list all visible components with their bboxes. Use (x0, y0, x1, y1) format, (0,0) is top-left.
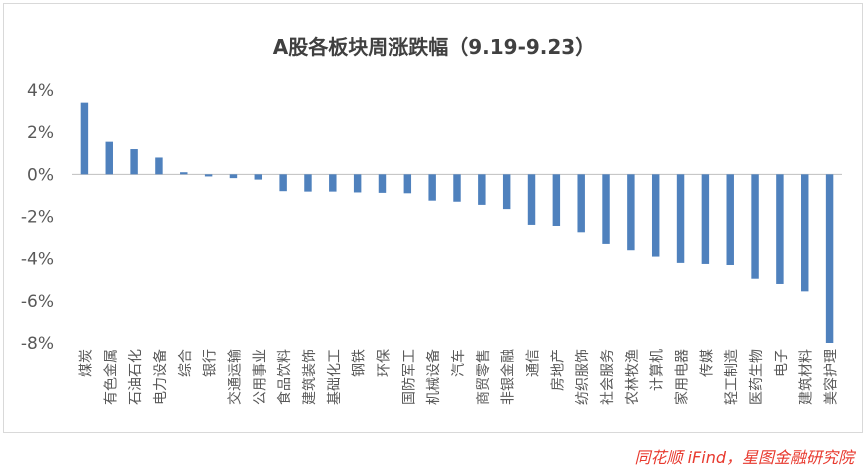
x-tick-label: 医药生物 (749, 349, 765, 405)
chart-frame: A股各板块周涨跌幅（9.19-9.23） 4% 2% 0% -2% -4% -6% -8% … (3, 3, 863, 433)
bar-商贸零售 (478, 174, 486, 205)
x-tick-label: 有色金属 (102, 349, 119, 405)
bar-chart: A股各板块周涨跌幅（9.19-9.23） 4%2%0%-2%-4%-6%-8% … (21, 35, 842, 405)
x-tick-label: 轻工制造 (724, 349, 740, 405)
x-tick-label: 通信 (526, 349, 542, 377)
bar-基础化工 (329, 174, 337, 192)
bar-公用事业 (254, 174, 263, 180)
x-tick-label: 建筑装饰 (302, 349, 318, 405)
bar-国防军工 (403, 174, 412, 194)
x-tick-label: 食品饮料 (276, 349, 293, 405)
bar-通信 (527, 174, 536, 225)
x-tick-label: 社会服务 (600, 349, 616, 405)
bar-社会服务 (602, 174, 610, 244)
bar-电子 (776, 174, 784, 284)
x-tick-label: 煤炭 (78, 349, 94, 377)
bar-纺织服饰 (577, 174, 585, 233)
y-tick-label: -6% (21, 292, 54, 312)
bar-建筑材料 (801, 174, 809, 292)
y-tick-label: -4% (21, 250, 54, 270)
x-tick-label: 钢铁 (352, 349, 368, 377)
x-tick-label: 建筑材料 (799, 349, 815, 405)
x-tick-label: 国防军工 (401, 349, 417, 405)
x-tick-label: 美容护理 (823, 349, 840, 405)
y-tick-label: 0% (27, 165, 54, 185)
bar-农林牧渔 (627, 174, 635, 251)
bar-轻工制造 (726, 174, 734, 265)
x-tick-label: 电力设备 (152, 349, 169, 405)
bar-家用电器 (676, 174, 685, 263)
x-tick-label: 房地产 (550, 349, 566, 391)
x-tick-label: 计算机 (650, 349, 666, 391)
bar-综合 (180, 172, 188, 175)
bar-电力设备 (155, 157, 163, 175)
bar-医药生物 (751, 174, 759, 279)
x-tick-label: 基础化工 (326, 349, 343, 405)
bars (80, 102, 834, 343)
x-tick-label: 纺织服饰 (575, 349, 591, 405)
y-tick-label: -8% (21, 334, 54, 354)
bar-机械设备 (428, 174, 436, 201)
x-tick-label: 电子 (774, 349, 790, 377)
x-tick-label: 环保 (376, 349, 392, 377)
x-tick-label: 银行 (203, 349, 219, 377)
y-tick-label: 4% (27, 81, 54, 101)
bar-建筑装饰 (304, 174, 312, 192)
bar-煤炭 (80, 102, 89, 175)
x-tick-label: 机械设备 (425, 349, 442, 405)
source-note: 同花顺 iFind，星图金融研究院 (634, 448, 854, 467)
x-tick-label: 综合 (178, 349, 194, 377)
bar-非银金融 (502, 174, 511, 210)
bar-食品饮料 (279, 174, 287, 192)
x-tick-label: 交通运输 (226, 349, 243, 405)
bar-有色金属 (105, 141, 113, 175)
y-tick-label: 2% (27, 123, 54, 143)
bar-环保 (378, 174, 387, 193)
bar-交通运输 (229, 174, 238, 179)
x-tick-label: 商贸零售 (476, 349, 492, 405)
x-tick-label: 公用事业 (252, 349, 268, 405)
bar-美容护理 (825, 174, 834, 343)
x-tick-label: 非银金融 (501, 349, 517, 405)
bar-钢铁 (353, 174, 362, 193)
bar-石油石化 (130, 149, 138, 175)
x-tick-label: 石油石化 (128, 349, 144, 405)
x-tick-label: 农林牧渔 (625, 349, 641, 405)
bar-计算机 (651, 174, 660, 257)
bar-房地产 (552, 174, 561, 226)
y-axis-ticks: 4% 2% 0% -2% -4% -6% -8% (21, 81, 54, 354)
x-axis-labels: 煤炭 有色金属 石油石化 电力设备 综合 银行 交通运输 公用事业 食品饮料 建筑装饰 基础化工 钢铁… (78, 349, 839, 405)
bar-传媒 (701, 174, 710, 264)
x-tick-label: 传媒 (699, 349, 715, 377)
y-tick-label: -2% (21, 208, 54, 228)
x-tick-label: 汽车 (450, 349, 467, 377)
x-tick-label: 家用电器 (674, 349, 691, 405)
chart-title: A股各板块周涨跌幅（9.19-9.23） (273, 35, 595, 59)
bar-汽车 (453, 174, 461, 202)
bar-银行 (204, 174, 213, 177)
